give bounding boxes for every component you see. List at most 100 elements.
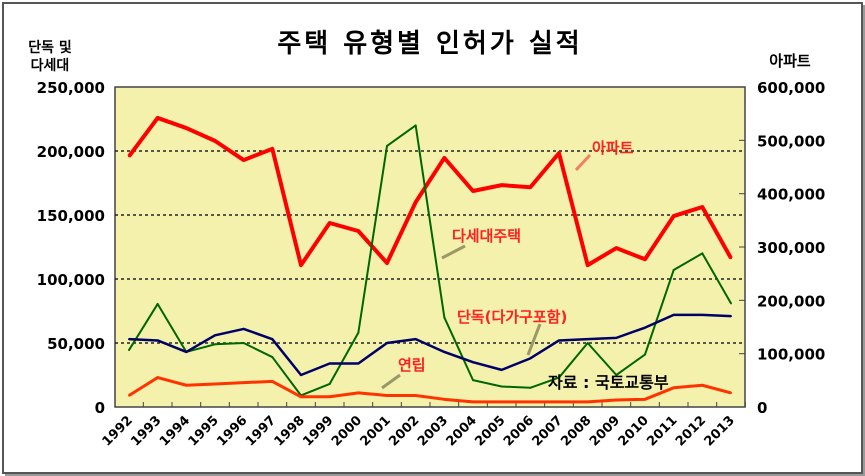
data-point <box>529 386 532 389</box>
series-line-연립 <box>128 376 732 404</box>
data-point <box>500 400 503 403</box>
data-point <box>558 152 560 155</box>
x-tick-label: 1999 <box>300 413 336 449</box>
data-point <box>414 338 417 341</box>
data-point <box>701 384 704 387</box>
data-point <box>414 124 417 127</box>
data-point <box>414 394 417 397</box>
plot-area <box>114 86 746 408</box>
data-point <box>644 353 646 356</box>
data-point <box>328 395 331 398</box>
data-point <box>472 379 474 382</box>
data-point <box>529 357 532 360</box>
arrow-rowhouse <box>381 373 401 390</box>
data-point <box>586 342 589 344</box>
data-point <box>701 252 704 255</box>
x-tick-label: 2013 <box>702 413 738 449</box>
left-tick-label: 200,000 <box>37 143 105 161</box>
data-point <box>357 331 360 334</box>
annotation-apartment: 아파트 <box>574 139 634 172</box>
data-point <box>156 302 159 305</box>
right-tick-label: 0 <box>757 399 767 417</box>
data-point <box>300 264 302 267</box>
x-tick-label: 2007 <box>530 413 566 449</box>
x-tick-label: 2011 <box>644 413 680 449</box>
chart-title: 주택 유형별 인허가 실적 <box>277 29 582 59</box>
left-tick-label: 150,000 <box>37 207 105 225</box>
data-point <box>558 339 560 342</box>
x-tick-label: 1996 <box>214 413 250 449</box>
data-point <box>185 127 188 130</box>
data-point <box>500 368 503 371</box>
series-line-단독(다가구포함) <box>128 313 732 377</box>
data-point <box>357 391 360 394</box>
left-axis-label-line1: 단독 및 <box>28 39 72 56</box>
data-point <box>558 376 560 379</box>
data-point <box>242 327 245 330</box>
data-point <box>672 313 675 316</box>
data-point <box>701 206 704 208</box>
data-point <box>328 382 331 385</box>
x-tick-label: 2006 <box>501 413 537 449</box>
data-point <box>300 395 302 398</box>
data-point <box>271 338 274 341</box>
data-point <box>185 350 188 353</box>
x-tick-label: 1998 <box>272 413 308 449</box>
annotation-rowhouse: 연립 <box>381 356 426 390</box>
data-point <box>730 391 732 394</box>
data-point <box>672 386 675 389</box>
label-multifamily: 다세대주택 <box>452 227 521 245</box>
data-point <box>615 398 618 401</box>
annotation-multifamily: 다세대주택 <box>441 227 521 260</box>
label-rowhouse: 연립 <box>398 356 426 374</box>
label-apartment: 아파트 <box>592 139 634 157</box>
data-point <box>300 374 302 376</box>
x-tick-label: 2012 <box>673 413 709 449</box>
data-point <box>472 361 474 364</box>
left-tick-label: 250,000 <box>37 79 105 97</box>
data-point <box>386 144 388 147</box>
x-tick-label: 2001 <box>358 413 394 449</box>
data-point <box>558 400 560 403</box>
series-line-아파트 <box>127 115 733 268</box>
data-point <box>357 362 360 365</box>
x-tick-label: 2010 <box>616 413 652 449</box>
data-point <box>472 400 474 403</box>
data-point <box>644 258 646 261</box>
data-point <box>500 184 503 187</box>
data-point <box>185 384 188 387</box>
data-point <box>214 343 216 346</box>
data-point <box>443 350 446 353</box>
arrow-apartment <box>574 153 592 172</box>
data-point <box>386 394 388 397</box>
right-tick-label: 200,000 <box>757 292 825 310</box>
x-tick-label: 2002 <box>386 413 422 449</box>
data-point <box>586 264 589 267</box>
annotation-detached: 단독(다가구포함) <box>457 308 567 356</box>
data-point <box>615 374 618 376</box>
x-tick-label: 1993 <box>128 413 164 449</box>
right-axis-label: 아파트 <box>769 52 811 70</box>
data-point <box>529 186 532 189</box>
data-point <box>128 394 130 397</box>
left-tick-label: 50,000 <box>47 335 105 353</box>
x-tick-label: 1992 <box>100 413 136 449</box>
data-point <box>328 222 331 224</box>
data-point <box>242 342 245 344</box>
data-point <box>730 315 732 318</box>
data-point <box>328 362 331 365</box>
x-tick-label: 2008 <box>558 413 594 449</box>
data-point <box>443 316 446 319</box>
arrow-detached <box>526 323 542 356</box>
data-point <box>644 398 646 401</box>
x-tick-label: 1994 <box>157 413 193 449</box>
x-tick-label: 1997 <box>243 413 279 449</box>
data-point <box>156 116 159 119</box>
data-point <box>443 398 446 401</box>
right-tick-label: 600,000 <box>757 79 825 97</box>
right-tick-label: 500,000 <box>757 132 825 150</box>
data-point <box>242 381 245 384</box>
data-point <box>271 356 274 359</box>
